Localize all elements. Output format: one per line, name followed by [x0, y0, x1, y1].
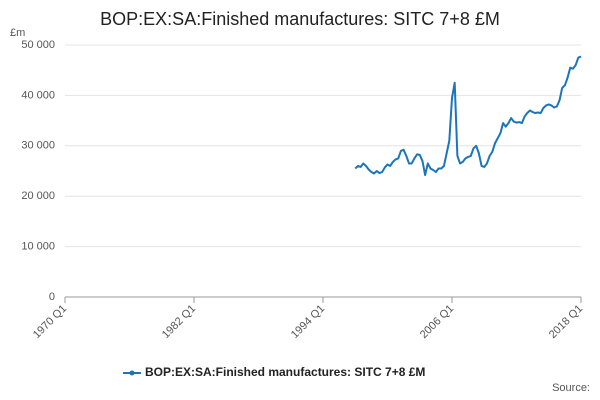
source: Source:	[552, 382, 590, 394]
y-tick-label: 30 000	[21, 140, 55, 152]
chart-title: BOP:EX:SA:Finished manufactures: SITC 7+…	[100, 9, 500, 29]
x-tick-label: 2006 Q1	[418, 303, 456, 341]
y-tick-label: 40 000	[21, 89, 55, 101]
x-tick-label: 1982 Q1	[160, 303, 198, 341]
y-tick-label: 20 000	[21, 190, 55, 202]
x-tick-label: 1970 Q1	[31, 303, 69, 341]
y-tick-label: 0	[49, 291, 55, 303]
legend-label: BOP:EX:SA:Finished manufactures: SITC 7+…	[145, 365, 425, 379]
x-tick-label: 2018 Q1	[547, 303, 585, 341]
y-axis-label: £m	[10, 27, 25, 39]
y-tick-label: 10 000	[21, 241, 55, 253]
x-tick-label: 1994 Q1	[289, 303, 327, 341]
legend-marker	[129, 370, 135, 376]
y-tick-label: 50 000	[21, 39, 55, 51]
data-line	[354, 55, 582, 177]
